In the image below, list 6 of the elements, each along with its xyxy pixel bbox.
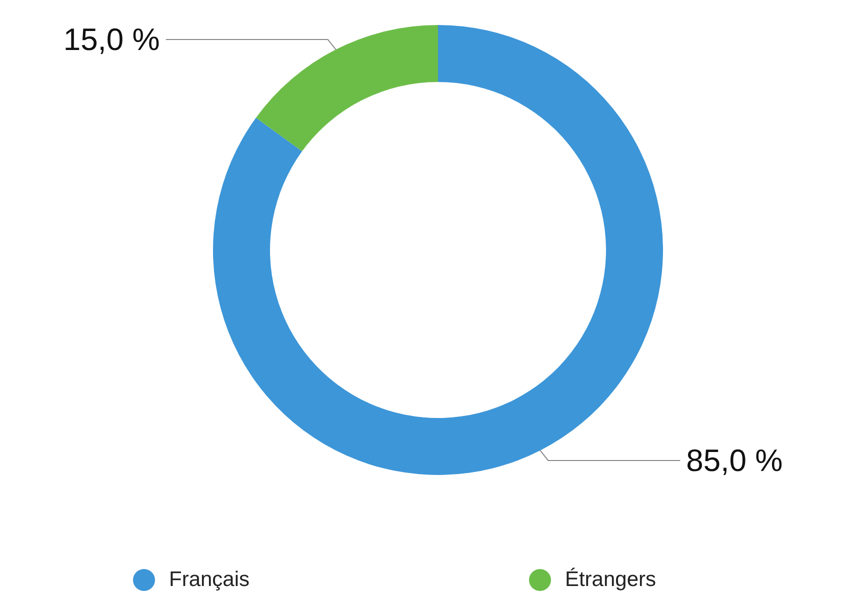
legend-label: Étrangers [564, 568, 656, 592]
donut-slice [256, 25, 438, 152]
data-label: 15,0 % [63, 22, 160, 58]
donut-slice [213, 25, 663, 475]
data-label: 85,0 % [686, 442, 783, 478]
legend-label: Français [169, 568, 250, 592]
